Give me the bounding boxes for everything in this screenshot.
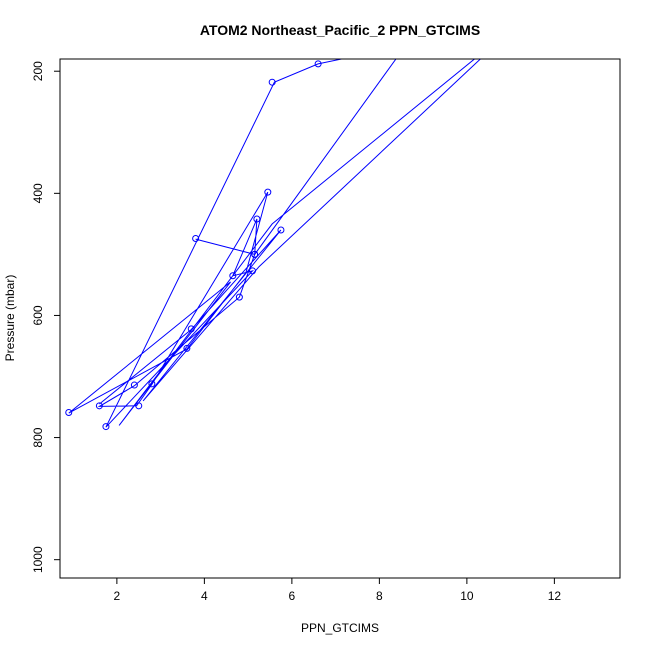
x-tick-label: 2 (114, 589, 121, 603)
series-layer (68, 59, 482, 428)
plot-frame (59, 58, 621, 579)
x-tick-label: 8 (376, 589, 383, 603)
data-point (249, 267, 256, 275)
data-point (253, 215, 261, 223)
marker-layer (65, 60, 322, 431)
data-point (192, 235, 200, 243)
data-point (229, 272, 237, 280)
data-point (268, 78, 276, 86)
chart-title: ATOM2 Northeast_Pacific_2 PPN_GTCIMS (200, 22, 480, 38)
y-tick-label: 200 (31, 61, 45, 81)
data-point (95, 402, 103, 410)
y-tick-label: 800 (31, 427, 45, 447)
x-tick-label: 4 (201, 589, 208, 603)
x-axis-label: PPN_GTCIMS (301, 621, 379, 635)
data-point (277, 226, 285, 234)
data-point (148, 380, 156, 388)
x-tick-label: 10 (460, 589, 474, 603)
data-point (251, 250, 259, 258)
y-tick-label: 1000 (31, 546, 45, 573)
data-point (102, 423, 110, 431)
data-point (235, 293, 243, 301)
data-point (135, 402, 143, 410)
data-point (183, 344, 191, 352)
data-point (130, 381, 138, 389)
y-tick-label: 400 (31, 183, 45, 203)
x-axis: 2 4 6 8 10 12 (114, 578, 562, 603)
series-line (68, 59, 482, 428)
x-tick-label: 6 (289, 589, 296, 603)
y-tick-label: 600 (31, 305, 45, 325)
data-point (314, 60, 322, 68)
data-point (187, 325, 195, 333)
y-axis-label: Pressure (mbar) (3, 275, 17, 362)
data-point (65, 409, 73, 417)
x-tick-label: 12 (548, 589, 562, 603)
y-axis: 200 400 600 800 1000 (31, 61, 60, 573)
data-point (264, 188, 272, 196)
